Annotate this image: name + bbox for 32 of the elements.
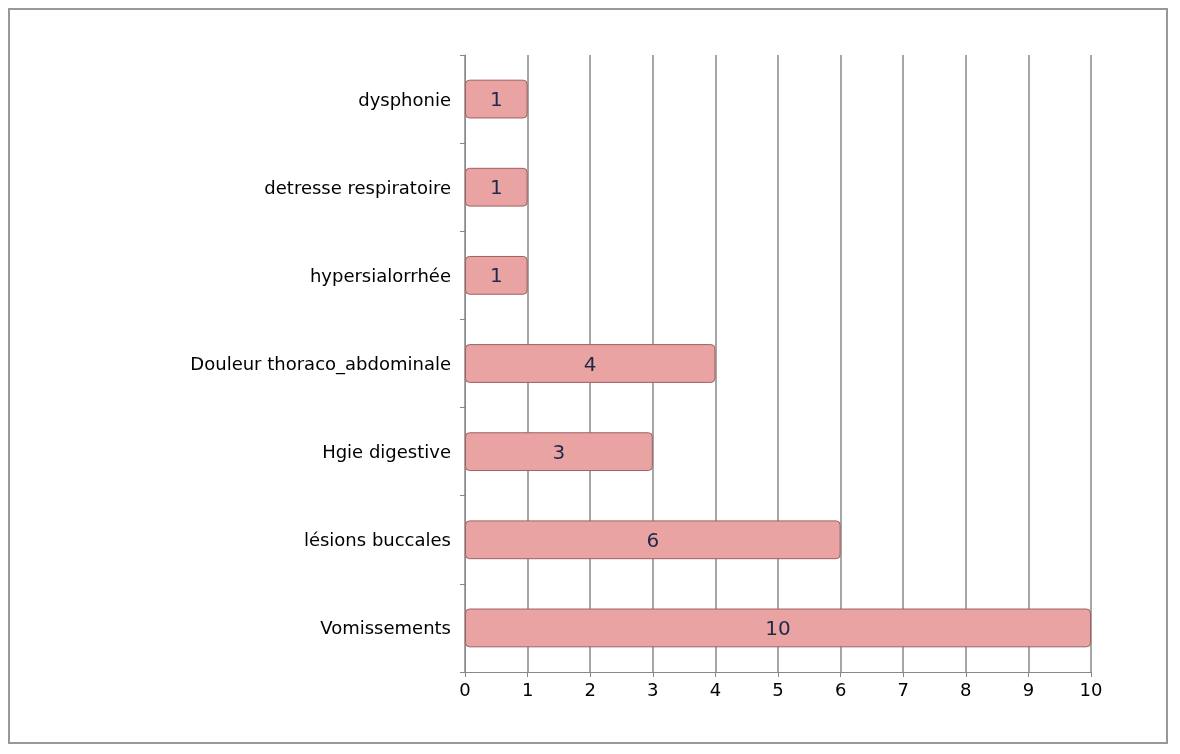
y-tick-label: dysphonie bbox=[358, 88, 451, 110]
y-tick-label: lésions buccales bbox=[303, 529, 451, 551]
data-label: 1 bbox=[489, 263, 503, 288]
bar bbox=[465, 167, 528, 207]
data-label: 6 bbox=[646, 527, 660, 552]
y-tick-label: Hgie digestive bbox=[322, 441, 451, 463]
x-tick-label: 1 bbox=[521, 678, 534, 700]
x-tick-label: 3 bbox=[647, 678, 659, 700]
data-label: 3 bbox=[552, 439, 566, 464]
bar bbox=[465, 432, 653, 472]
x-tick-label: 10 bbox=[1079, 678, 1103, 700]
x-tick-label: 7 bbox=[897, 678, 909, 700]
data-label: 10 bbox=[765, 615, 791, 640]
x-tick-label: 0 bbox=[459, 678, 471, 700]
bar bbox=[465, 608, 1091, 648]
data-label: 4 bbox=[583, 351, 597, 376]
bar bbox=[465, 255, 528, 295]
x-tick-label: 6 bbox=[834, 678, 847, 700]
y-tick-label: hypersialorrhée bbox=[309, 264, 451, 286]
bar bbox=[465, 520, 841, 560]
y-tick-label: detresse respiratoire bbox=[264, 176, 451, 198]
x-tick-label: 4 bbox=[709, 678, 722, 700]
data-label: 1 bbox=[489, 175, 503, 200]
x-tick-label: 9 bbox=[1022, 678, 1035, 700]
data-label: 1 bbox=[489, 87, 503, 112]
x-tick-label: 2 bbox=[584, 678, 596, 700]
x-tick-label: 5 bbox=[772, 678, 784, 700]
y-tick-label: Vomissements bbox=[320, 617, 451, 639]
bar bbox=[465, 344, 716, 383]
bar bbox=[465, 79, 528, 119]
y-tick-label: Douleur thoraco_abdominale bbox=[190, 353, 451, 375]
x-tick-label: 8 bbox=[960, 678, 972, 700]
